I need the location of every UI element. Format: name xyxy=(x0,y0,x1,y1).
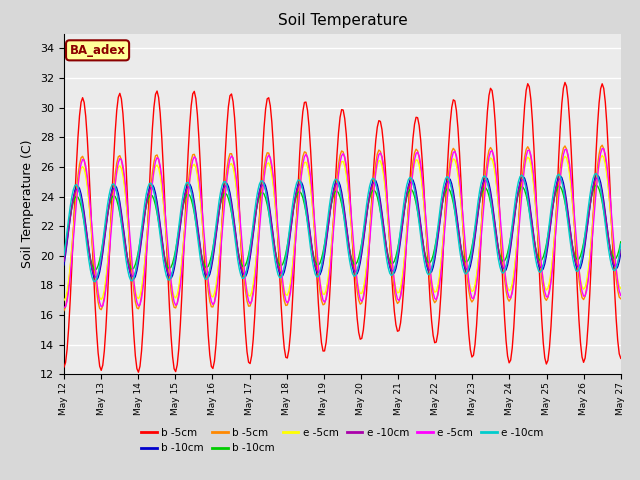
Legend: b -5cm, b -10cm, b -5cm, b -10cm, e -5cm, e -10cm, e -5cm, e -10cm: b -5cm, b -10cm, b -5cm, b -10cm, e -5cm… xyxy=(137,424,548,457)
Y-axis label: Soil Temperature (C): Soil Temperature (C) xyxy=(22,140,35,268)
Text: BA_adex: BA_adex xyxy=(70,44,125,57)
Title: Soil Temperature: Soil Temperature xyxy=(278,13,407,28)
